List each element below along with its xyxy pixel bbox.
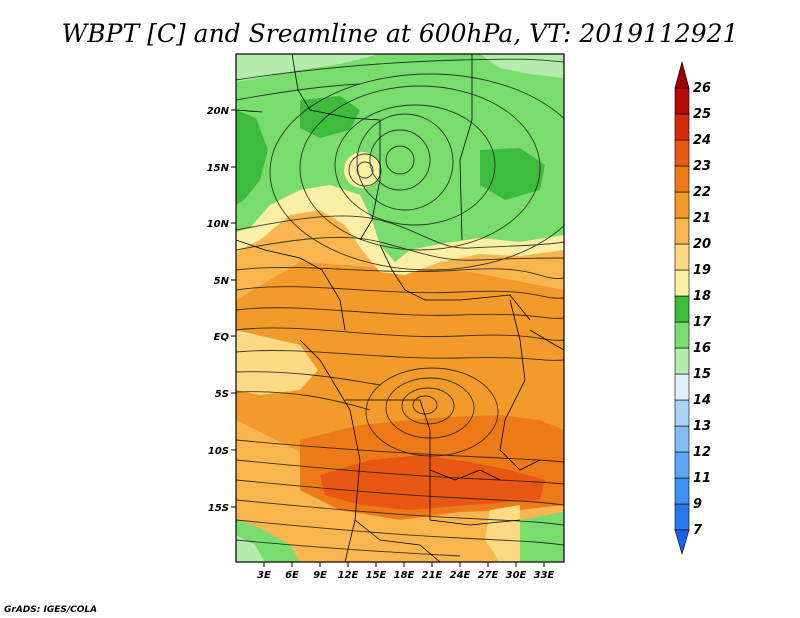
colorbar-label: 26 — [693, 81, 711, 96]
colorbar-label: 17 — [693, 315, 712, 330]
wbpt-20-region-se — [485, 505, 520, 562]
colorbar-label: 16 — [693, 341, 711, 356]
wbpt-16-region-sw — [236, 535, 265, 562]
colorbar-max-arrow — [674, 60, 690, 89]
colorbar-label: 15 — [693, 367, 711, 382]
lon-label: 12E — [338, 570, 359, 581]
lon-label: 33E — [534, 570, 555, 581]
lon-label: 3E — [257, 570, 271, 581]
lon-label: 24E — [450, 570, 471, 581]
colorbar-segment — [674, 113, 690, 141]
colorbar-segment — [674, 321, 690, 349]
lat-label: 5S — [215, 389, 229, 400]
colorbar-segment — [674, 165, 690, 193]
colorbar-segment — [674, 373, 690, 401]
colorbar-segment — [674, 139, 690, 167]
lon-label: 21E — [422, 570, 443, 581]
map-frame — [235, 53, 565, 563]
country-borders — [236, 54, 564, 562]
wbpt-19-spot — [344, 152, 380, 188]
colorbar-segment — [674, 347, 690, 375]
colorbar-label: 20 — [693, 237, 711, 252]
wbpt-20-region — [236, 330, 318, 395]
colorbar-label: 24 — [693, 133, 711, 148]
colorbar-segment — [674, 425, 690, 453]
colorbar-segment — [674, 269, 690, 297]
wbpt-18-region-2 — [300, 96, 360, 138]
lat-label: 20N — [207, 106, 230, 117]
colorbar-segment — [674, 217, 690, 245]
colorbar-label: 22 — [693, 185, 711, 200]
colorbar-label: 12 — [693, 445, 711, 460]
wbpt-18-region-3 — [480, 148, 545, 200]
colorbar-segment — [674, 243, 690, 271]
wbpt-18-region — [236, 110, 268, 205]
lat-label: 15S — [208, 503, 229, 514]
colorbar-label: 18 — [693, 289, 711, 304]
wbpt-19-region — [236, 185, 564, 275]
lon-label: 30E — [506, 570, 527, 581]
map-panel — [236, 54, 564, 562]
credit-text: GrADS: IGES/COLA — [4, 605, 97, 615]
wbpt-17-region-se — [520, 512, 564, 562]
colorbar-label: 9 — [693, 497, 702, 512]
colorbar-label: 21 — [693, 211, 711, 226]
lat-label: 15N — [207, 163, 230, 174]
colorbar-label: 11 — [693, 471, 711, 486]
colorbar: 7 9 11 12 13 14 15 16 17 18 19 20 21 22 23 24 25 26 — [674, 60, 712, 556]
colorbar-label: 7 — [693, 523, 703, 538]
colorbar-label: 25 — [693, 107, 711, 122]
lon-label: 9E — [313, 570, 327, 581]
lat-label: 5N — [214, 276, 230, 287]
colorbar-label: 19 — [693, 263, 711, 278]
lon-label: 18E — [394, 570, 415, 581]
chart-title: WBPT [C] and Sreamline at 600hPa, VT: 20… — [62, 19, 739, 48]
lon-label: 15E — [366, 570, 387, 581]
lon-label: 27E — [478, 570, 499, 581]
colorbar-segment — [674, 477, 690, 505]
lon-axis: 3E 6E 9E 12E 15E 18E 21E 24E 27E 30E 33E — [257, 562, 555, 581]
colorbar-segment — [674, 451, 690, 479]
colorbar-segment — [674, 399, 690, 427]
lat-axis: 20N 15N 10N 5N EQ 5S 10S 15S — [207, 106, 236, 514]
wbpt-24-region — [320, 455, 545, 510]
colorbar-segment — [674, 503, 690, 531]
colorbar-segment — [674, 295, 690, 323]
lon-label: 6E — [285, 570, 299, 581]
colorbar-label: 23 — [693, 159, 711, 174]
colorbar-min-arrow — [674, 529, 690, 556]
colorbar-label: 14 — [693, 393, 711, 408]
colorbar-segment — [674, 191, 690, 219]
lat-label: 10N — [207, 219, 230, 230]
lat-label: EQ — [214, 332, 230, 343]
colorbar-segment — [674, 87, 690, 115]
colorbar-label: 13 — [693, 419, 711, 434]
lat-label: 10S — [208, 446, 229, 457]
